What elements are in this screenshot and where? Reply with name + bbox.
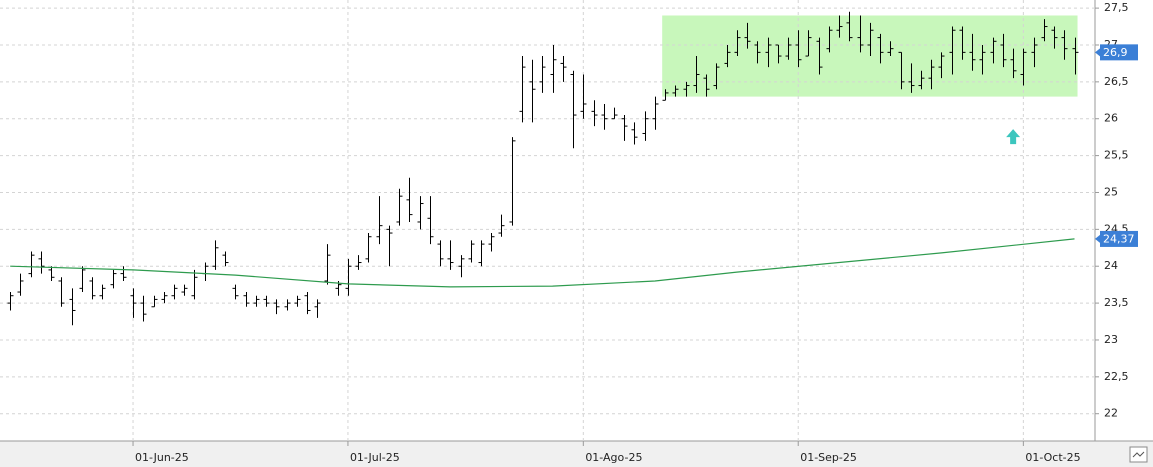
y-tick-label: 25,5 xyxy=(1104,149,1129,162)
grid xyxy=(0,0,1095,441)
x-tick-label: 01-Sep-25 xyxy=(800,451,857,464)
scale-icon xyxy=(1132,451,1145,458)
y-tick-label: 22,5 xyxy=(1104,370,1129,383)
arrow-annotation xyxy=(1006,129,1021,145)
x-tick-label: 01-Ago-25 xyxy=(585,451,642,464)
y-tick-label: 22 xyxy=(1104,407,1118,420)
y-tick-label: 25 xyxy=(1104,185,1118,198)
plot xyxy=(7,11,1079,326)
y-tick-label: 23 xyxy=(1104,333,1118,346)
y-tick-label: 26 xyxy=(1104,112,1118,125)
y-tick-label: 26,5 xyxy=(1104,75,1129,88)
moving-average xyxy=(10,238,1075,288)
y-tick-label: 23,5 xyxy=(1104,296,1129,309)
y-axis-band xyxy=(1095,0,1153,441)
last-value-pointer xyxy=(1095,234,1100,243)
x-tick-label: 01-Jun-25 xyxy=(135,451,189,464)
last-value-box xyxy=(1100,230,1138,247)
last-value-label: 24,37 xyxy=(1103,232,1135,245)
highlight-zone xyxy=(662,15,1078,97)
last-value-pointer xyxy=(1095,48,1100,57)
x-axis-band xyxy=(0,441,1153,467)
y-tick-label: 24 xyxy=(1104,259,1118,272)
x-tick-label: 01-Oct-25 xyxy=(1025,451,1080,464)
x-tick-label: 01-Jul-25 xyxy=(350,451,400,464)
last-value-box xyxy=(1100,44,1138,61)
y-tick-label: 27,5 xyxy=(1104,1,1129,14)
last-value-label: 26,9 xyxy=(1103,46,1128,59)
